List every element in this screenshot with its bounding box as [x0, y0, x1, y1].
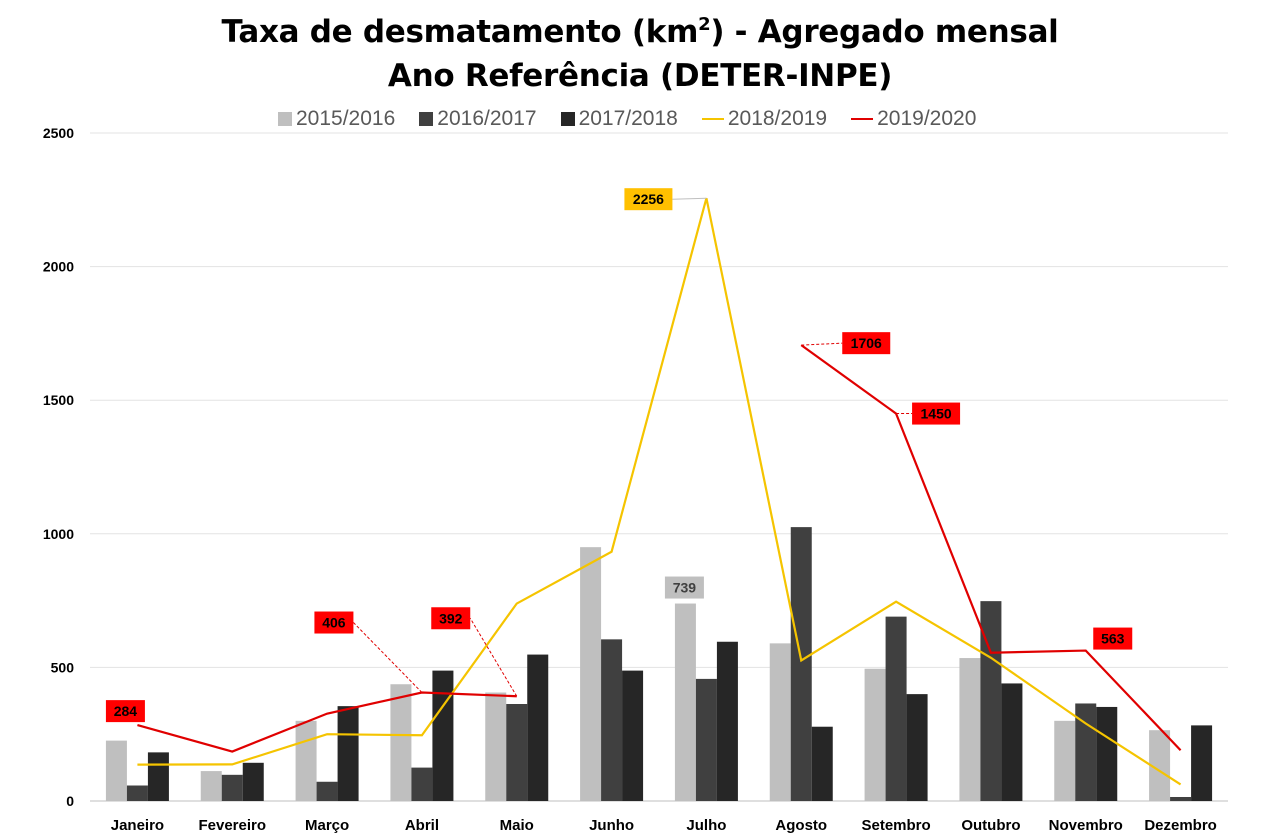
data-label-box [842, 332, 891, 355]
bar-2016-2017 [221, 774, 243, 801]
bar-2016-2017 [1170, 796, 1192, 801]
data-label: 1450 [921, 406, 952, 422]
bar-2015-2016 [580, 547, 602, 801]
x-tick-label: Outubro [961, 817, 1020, 834]
x-tick-label: Agosto [775, 817, 827, 834]
bar-2015-2016 [1054, 720, 1076, 801]
bar-2015-2016 [200, 771, 222, 801]
data-label-leader [353, 622, 423, 693]
bar-2015-2016 [1149, 730, 1171, 801]
legend-item: 2015/2016 [278, 107, 395, 131]
bar-2015-2016 [959, 658, 981, 801]
legend-label: 2015/2016 [296, 107, 396, 130]
bar-2017-2018 [811, 726, 833, 801]
y-tick-label: 1000 [43, 526, 74, 542]
bar-2017-2018 [147, 752, 169, 801]
line-2019-2020 [137, 691, 517, 753]
data-label: 392 [439, 610, 463, 626]
legend-label: 2018/2019 [727, 107, 828, 130]
data-label-leader [672, 197, 707, 200]
bar-2017-2018 [1191, 725, 1213, 801]
bar-2015-2016 [864, 668, 886, 801]
data-label-box [431, 607, 471, 630]
bar-2016-2017 [601, 639, 623, 801]
x-tick-label: Março [305, 817, 349, 834]
x-tick-label: Dezembro [1144, 817, 1217, 834]
bar-2016-2017 [506, 704, 528, 801]
bar-2016-2017 [316, 781, 338, 801]
bar-2015-2016 [674, 603, 696, 801]
data-label-box [1093, 627, 1133, 650]
data-label: 284 [114, 703, 138, 719]
x-tick-label: Novembro [1049, 817, 1123, 834]
data-label-box [314, 611, 354, 634]
chart-legend: 2015/2016 2016/2017 2017/2018 2018/2019 2019… [278, 106, 1000, 132]
data-label-box [912, 402, 961, 425]
legend-swatch [419, 112, 434, 126]
y-tick-label: 0 [66, 793, 74, 809]
bar-2017-2018 [432, 670, 454, 801]
data-label-leader [469, 618, 518, 697]
legend-label: 2017/2018 [578, 107, 678, 130]
bar-2016-2017 [885, 616, 907, 801]
bar-2015-2016 [390, 684, 412, 801]
x-tick-label: Abril [405, 817, 439, 834]
legend-item: 2016/2017 [419, 107, 537, 131]
bar-2017-2018 [906, 694, 928, 801]
bar-2016-2017 [126, 785, 148, 801]
legend-item: 2018/2019 [701, 107, 828, 131]
title-superscript: 2 [698, 14, 711, 35]
data-label-box [664, 576, 704, 599]
bar-2016-2017 [980, 601, 1002, 801]
bar-2017-2018 [242, 762, 264, 801]
bar-2016-2017 [411, 767, 433, 801]
legend-swatch [278, 112, 292, 126]
legend-label: 2016/2017 [437, 107, 537, 130]
bar-2015-2016 [485, 692, 507, 801]
legend-label: 2019/2020 [877, 107, 977, 130]
chart-title-line-2: Ano Referência (DETER-INPE) [387, 58, 893, 94]
legend-swatch [851, 118, 874, 120]
title-main-text: Taxa de desmatamento (km [221, 14, 699, 50]
bar-2015-2016 [769, 643, 791, 801]
bar-2017-2018 [527, 654, 549, 801]
data-label: 1706 [851, 335, 882, 351]
bar-2017-2018 [716, 641, 738, 801]
bar-2015-2016 [105, 740, 127, 801]
bar-2017-2018 [1001, 683, 1023, 801]
data-label: 563 [1101, 631, 1125, 647]
y-tick-label: 500 [51, 659, 75, 675]
data-label: 739 [673, 580, 697, 596]
bar-2017-2018 [1096, 706, 1118, 801]
x-tick-label: Setembro [861, 817, 930, 834]
bar-2016-2017 [790, 527, 812, 801]
chart-title-line-1: Taxa de desmatamento (km2) - Agregado me… [0, 14, 1280, 50]
x-tick-label: Fevereiro [198, 817, 266, 834]
data-label-leader [801, 342, 843, 346]
x-tick-label: Janeiro [111, 817, 164, 834]
legend-item: 2017/2018 [560, 107, 678, 131]
data-label: 2256 [633, 191, 664, 207]
bar-2016-2017 [695, 678, 717, 801]
y-tick-label: 1500 [43, 392, 74, 408]
data-label: 406 [322, 615, 346, 631]
y-tick-label: 2500 [43, 125, 74, 141]
data-label-box [105, 700, 145, 723]
x-tick-label: Junho [589, 817, 634, 834]
line-2018-2019 [137, 197, 1182, 786]
bar-2017-2018 [622, 670, 644, 801]
line-2019-2020 [800, 344, 1182, 751]
legend-swatch [560, 112, 575, 126]
y-tick-label: 2000 [43, 259, 74, 275]
bar-2017-2018 [337, 706, 359, 801]
x-tick-label: Maio [500, 817, 534, 834]
legend-item: 2019/2020 [851, 107, 976, 131]
title-end-text: ) - Agregado mensal [710, 14, 1059, 50]
x-tick-label: Julho [686, 817, 726, 834]
legend-swatch [701, 118, 724, 120]
bar-2015-2016 [295, 720, 317, 801]
data-label-box [624, 188, 673, 211]
